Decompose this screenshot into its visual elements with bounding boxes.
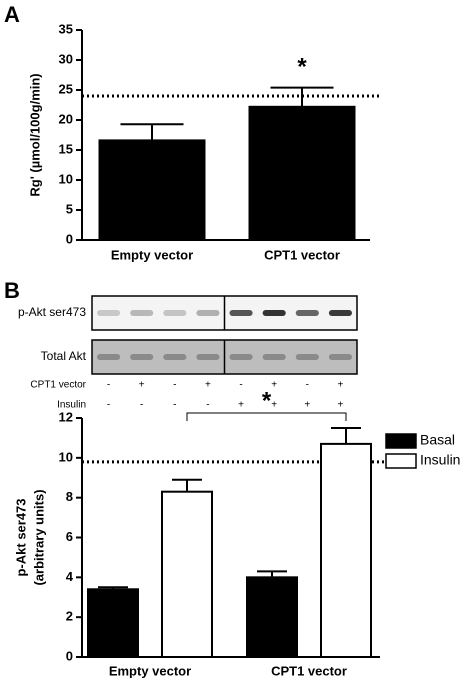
blot-band — [328, 354, 352, 360]
panel-label: A — [4, 2, 20, 27]
blot-band — [163, 354, 187, 360]
y-tick-label: 12 — [59, 409, 73, 424]
condition-sign: - — [306, 380, 309, 391]
condition-sign: + — [338, 380, 344, 391]
blot-band — [196, 354, 220, 360]
condition-sign: + — [338, 400, 344, 411]
condition-sign: - — [239, 380, 242, 391]
significance-bracket — [186, 412, 347, 421]
condition-label: Insulin — [57, 400, 86, 411]
blot-band — [262, 354, 286, 360]
y-axis-label: (arbitrary units) — [31, 489, 46, 585]
legend-label: Insulin — [420, 452, 460, 468]
y-tick-label: 0 — [66, 648, 73, 663]
condition-sign: + — [205, 380, 211, 391]
y-tick-label: 2 — [66, 609, 73, 624]
y-tick-label: 25 — [59, 81, 73, 96]
condition-sign: - — [173, 380, 176, 391]
y-axis-label: p-Akt ser473 — [13, 498, 28, 576]
x-tick-label: Empty vector — [109, 663, 191, 678]
blot-band — [196, 310, 220, 316]
panel-label: B — [4, 278, 20, 303]
legend-swatch — [385, 433, 417, 449]
blot-band — [97, 354, 121, 360]
blot-band — [295, 310, 319, 316]
blot-band — [130, 310, 154, 316]
condition-sign: + — [271, 400, 277, 411]
bar — [98, 139, 206, 241]
condition-sign: + — [304, 400, 310, 411]
y-tick-label: 20 — [59, 111, 73, 126]
y-tick-label: 30 — [59, 51, 73, 66]
bar — [87, 588, 139, 658]
condition-sign: + — [238, 400, 244, 411]
annotation: * — [297, 53, 307, 80]
condition-label: CPT1 vector — [30, 380, 86, 391]
bar — [246, 576, 298, 658]
x-tick-label: CPT1 vector — [264, 247, 340, 262]
blot-band — [295, 354, 319, 360]
blot-band — [97, 310, 121, 316]
condition-sign: + — [271, 380, 277, 391]
condition-sign: - — [107, 380, 110, 391]
blot-band — [262, 310, 286, 316]
y-tick-label: 10 — [59, 449, 73, 464]
y-tick-label: 4 — [66, 569, 74, 584]
blot-row-label: Total Akt — [41, 349, 87, 363]
x-tick-label: CPT1 vector — [271, 663, 347, 678]
condition-sign: - — [107, 400, 110, 411]
condition-sign: - — [206, 400, 209, 411]
legend-swatch — [385, 453, 417, 469]
annotation: * — [262, 387, 272, 414]
condition-sign: - — [173, 400, 176, 411]
x-tick-label: Empty vector — [111, 247, 193, 262]
condition-sign: + — [139, 380, 145, 391]
y-tick-label: 8 — [66, 489, 73, 504]
y-tick-label: 5 — [66, 201, 73, 216]
bar — [248, 105, 356, 241]
blot-band — [163, 310, 187, 316]
bar — [161, 490, 213, 659]
blot-band — [229, 354, 253, 360]
legend-label: Basal — [420, 432, 455, 448]
y-tick-label: 6 — [66, 529, 73, 544]
blot-band — [328, 310, 352, 316]
blot-row-label: p-Akt ser473 — [18, 305, 86, 319]
condition-sign: - — [140, 400, 143, 411]
blot-band — [229, 310, 253, 316]
y-axis-label: Rg' (µmol/100g/min) — [27, 73, 42, 196]
y-tick-label: 35 — [59, 21, 73, 36]
y-tick-label: 10 — [59, 171, 73, 186]
bar — [320, 442, 372, 658]
y-tick-label: 15 — [59, 141, 73, 156]
blot-band — [130, 354, 154, 360]
y-tick-label: 0 — [66, 231, 73, 246]
